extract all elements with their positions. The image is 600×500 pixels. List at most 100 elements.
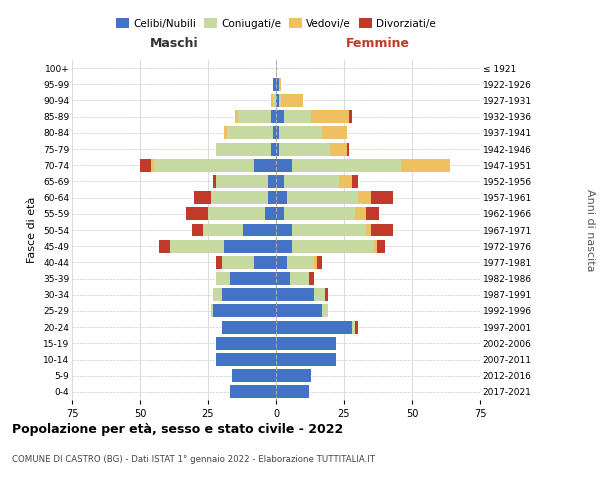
Bar: [322, 126, 347, 140]
Bar: [230, 386, 276, 398]
Bar: [355, 208, 366, 220]
Bar: [314, 288, 325, 301]
Bar: [276, 78, 279, 91]
Text: COMUNE DI CASTRO (BG) - Dati ISTAT 1° gennaio 2022 - Elaborazione TUTTITALIA.IT: COMUNE DI CASTRO (BG) - Dati ISTAT 1° ge…: [12, 455, 375, 464]
Bar: [276, 110, 284, 123]
Bar: [331, 142, 347, 156]
Bar: [271, 110, 276, 123]
Bar: [276, 208, 284, 220]
Bar: [352, 175, 358, 188]
Bar: [268, 175, 276, 188]
Bar: [325, 288, 328, 301]
Bar: [284, 175, 338, 188]
Bar: [292, 159, 401, 172]
Y-axis label: Anni di nascita: Anni di nascita: [584, 188, 595, 271]
Bar: [308, 272, 314, 285]
Bar: [276, 240, 292, 252]
Bar: [216, 337, 276, 350]
Bar: [273, 126, 276, 140]
Bar: [214, 175, 216, 188]
Text: Femmine: Femmine: [346, 38, 410, 51]
Bar: [170, 240, 224, 252]
Bar: [279, 126, 322, 140]
Bar: [271, 142, 276, 156]
Bar: [279, 142, 331, 156]
Bar: [268, 191, 276, 204]
Bar: [276, 224, 292, 236]
Bar: [227, 126, 273, 140]
Bar: [276, 126, 279, 140]
Bar: [216, 353, 276, 366]
Bar: [276, 175, 284, 188]
Bar: [366, 208, 379, 220]
Bar: [284, 110, 311, 123]
Bar: [238, 110, 271, 123]
Bar: [276, 369, 311, 382]
Bar: [194, 191, 211, 204]
Bar: [314, 256, 317, 269]
Bar: [287, 256, 314, 269]
Bar: [355, 320, 358, 334]
Bar: [221, 320, 276, 334]
Bar: [292, 224, 366, 236]
Bar: [203, 224, 244, 236]
Bar: [216, 142, 271, 156]
Bar: [338, 175, 352, 188]
Bar: [232, 369, 276, 382]
Bar: [276, 353, 336, 366]
Bar: [276, 191, 287, 204]
Bar: [214, 288, 221, 301]
Bar: [191, 224, 203, 236]
Bar: [371, 191, 393, 204]
Bar: [273, 94, 276, 107]
Bar: [317, 256, 322, 269]
Bar: [216, 256, 221, 269]
Bar: [244, 224, 276, 236]
Bar: [276, 386, 308, 398]
Bar: [287, 191, 358, 204]
Bar: [214, 304, 276, 318]
Bar: [284, 208, 355, 220]
Bar: [290, 272, 308, 285]
Bar: [311, 110, 349, 123]
Bar: [292, 240, 374, 252]
Text: Popolazione per età, sesso e stato civile - 2022: Popolazione per età, sesso e stato civil…: [12, 422, 343, 436]
Bar: [366, 224, 371, 236]
Bar: [265, 208, 276, 220]
Bar: [271, 94, 273, 107]
Bar: [221, 256, 254, 269]
Bar: [352, 320, 355, 334]
Bar: [276, 304, 322, 318]
Bar: [358, 191, 371, 204]
Bar: [254, 159, 276, 172]
Bar: [279, 94, 281, 107]
Bar: [349, 110, 352, 123]
Bar: [276, 256, 287, 269]
Bar: [281, 94, 303, 107]
Bar: [224, 126, 227, 140]
Bar: [273, 78, 276, 91]
Bar: [276, 288, 314, 301]
Bar: [276, 272, 290, 285]
Legend: Celibi/Nubili, Coniugati/e, Vedovi/e, Divorziati/e: Celibi/Nubili, Coniugati/e, Vedovi/e, Di…: [112, 14, 440, 33]
Bar: [279, 78, 281, 91]
Bar: [401, 159, 450, 172]
Y-axis label: Fasce di età: Fasce di età: [28, 197, 37, 263]
Bar: [235, 110, 238, 123]
Bar: [374, 240, 377, 252]
Bar: [377, 240, 385, 252]
Bar: [211, 304, 214, 318]
Bar: [224, 240, 276, 252]
Bar: [276, 159, 292, 172]
Bar: [186, 208, 208, 220]
Bar: [276, 337, 336, 350]
Bar: [322, 304, 328, 318]
Bar: [276, 94, 279, 107]
Bar: [216, 175, 268, 188]
Bar: [221, 288, 276, 301]
Bar: [208, 208, 265, 220]
Bar: [276, 320, 352, 334]
Bar: [140, 159, 151, 172]
Text: Maschi: Maschi: [149, 38, 199, 51]
Bar: [151, 159, 154, 172]
